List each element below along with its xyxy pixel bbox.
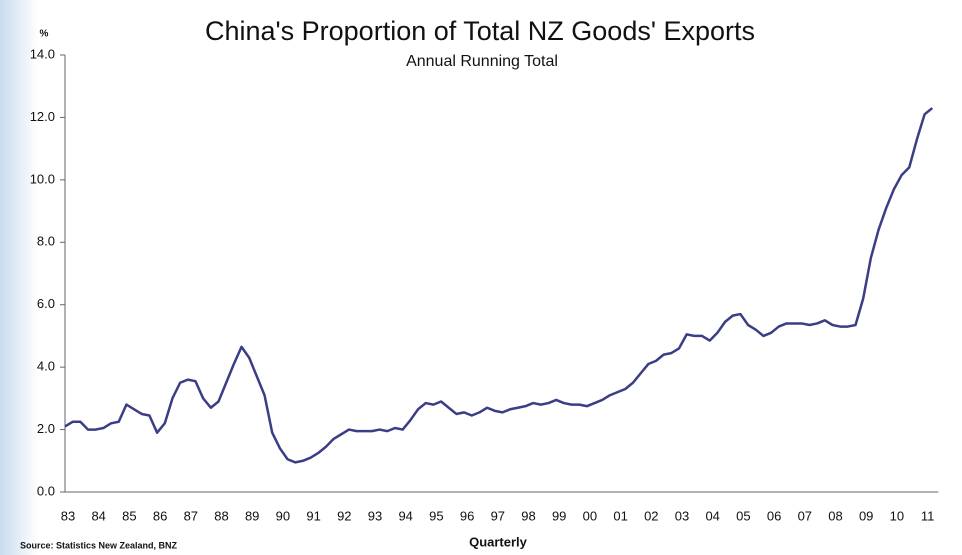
x-tick-label: 03 bbox=[675, 508, 689, 523]
source-note: Source: Statistics New Zealand, BNZ bbox=[20, 540, 178, 550]
x-tick-label: 08 bbox=[828, 508, 842, 523]
y-tick-label: 8.0 bbox=[37, 234, 55, 249]
x-tick-label: 97 bbox=[491, 508, 505, 523]
y-tick-label: 2.0 bbox=[37, 421, 55, 436]
chart-title: China's Proportion of Total NZ Goods' Ex… bbox=[205, 16, 755, 46]
x-tick-label: 10 bbox=[890, 508, 904, 523]
x-tick-label: 89 bbox=[245, 508, 259, 523]
x-axis-label: Quarterly bbox=[469, 534, 528, 549]
x-tick-label: 91 bbox=[306, 508, 320, 523]
y-tick-label: 6.0 bbox=[37, 296, 55, 311]
x-tick-label: 98 bbox=[521, 508, 535, 523]
x-tick-label: 99 bbox=[552, 508, 566, 523]
x-tick-label: 88 bbox=[214, 508, 228, 523]
x-tick-label: 00 bbox=[583, 508, 597, 523]
x-tick-label: 02 bbox=[644, 508, 658, 523]
x-tick-label: 04 bbox=[705, 508, 719, 523]
x-tick-label: 92 bbox=[337, 508, 351, 523]
y-tick-label: 0.0 bbox=[37, 483, 55, 498]
y-unit: % bbox=[40, 29, 49, 40]
data-line bbox=[64, 107, 934, 464]
x-tick-label: 87 bbox=[184, 508, 198, 523]
x-tick-label: 94 bbox=[398, 508, 412, 523]
x-tick-label: 96 bbox=[460, 508, 474, 523]
x-tick-label: 01 bbox=[613, 508, 627, 523]
x-tick-label: 95 bbox=[429, 508, 443, 523]
x-tick-label: 11 bbox=[921, 508, 935, 523]
x-tick-label: 83 bbox=[61, 508, 75, 523]
x-tick-label: 06 bbox=[767, 508, 781, 523]
y-tick-label: 14.0 bbox=[30, 46, 55, 61]
x-tick-label: 05 bbox=[736, 508, 750, 523]
x-tick-label: 85 bbox=[122, 508, 136, 523]
x-tick-label: 90 bbox=[276, 508, 290, 523]
x-tick-label: 09 bbox=[859, 508, 873, 523]
y-tick-label: 10.0 bbox=[30, 171, 55, 186]
x-tick-label: 07 bbox=[798, 508, 812, 523]
y-tick-label: 4.0 bbox=[37, 359, 55, 374]
x-tick-label: 86 bbox=[153, 508, 167, 523]
y-tick-label: 12.0 bbox=[30, 109, 55, 124]
x-tick-label: 84 bbox=[91, 508, 105, 523]
x-tick-label: 93 bbox=[368, 508, 382, 523]
chart-subtitle: Annual Running Total bbox=[406, 53, 558, 70]
